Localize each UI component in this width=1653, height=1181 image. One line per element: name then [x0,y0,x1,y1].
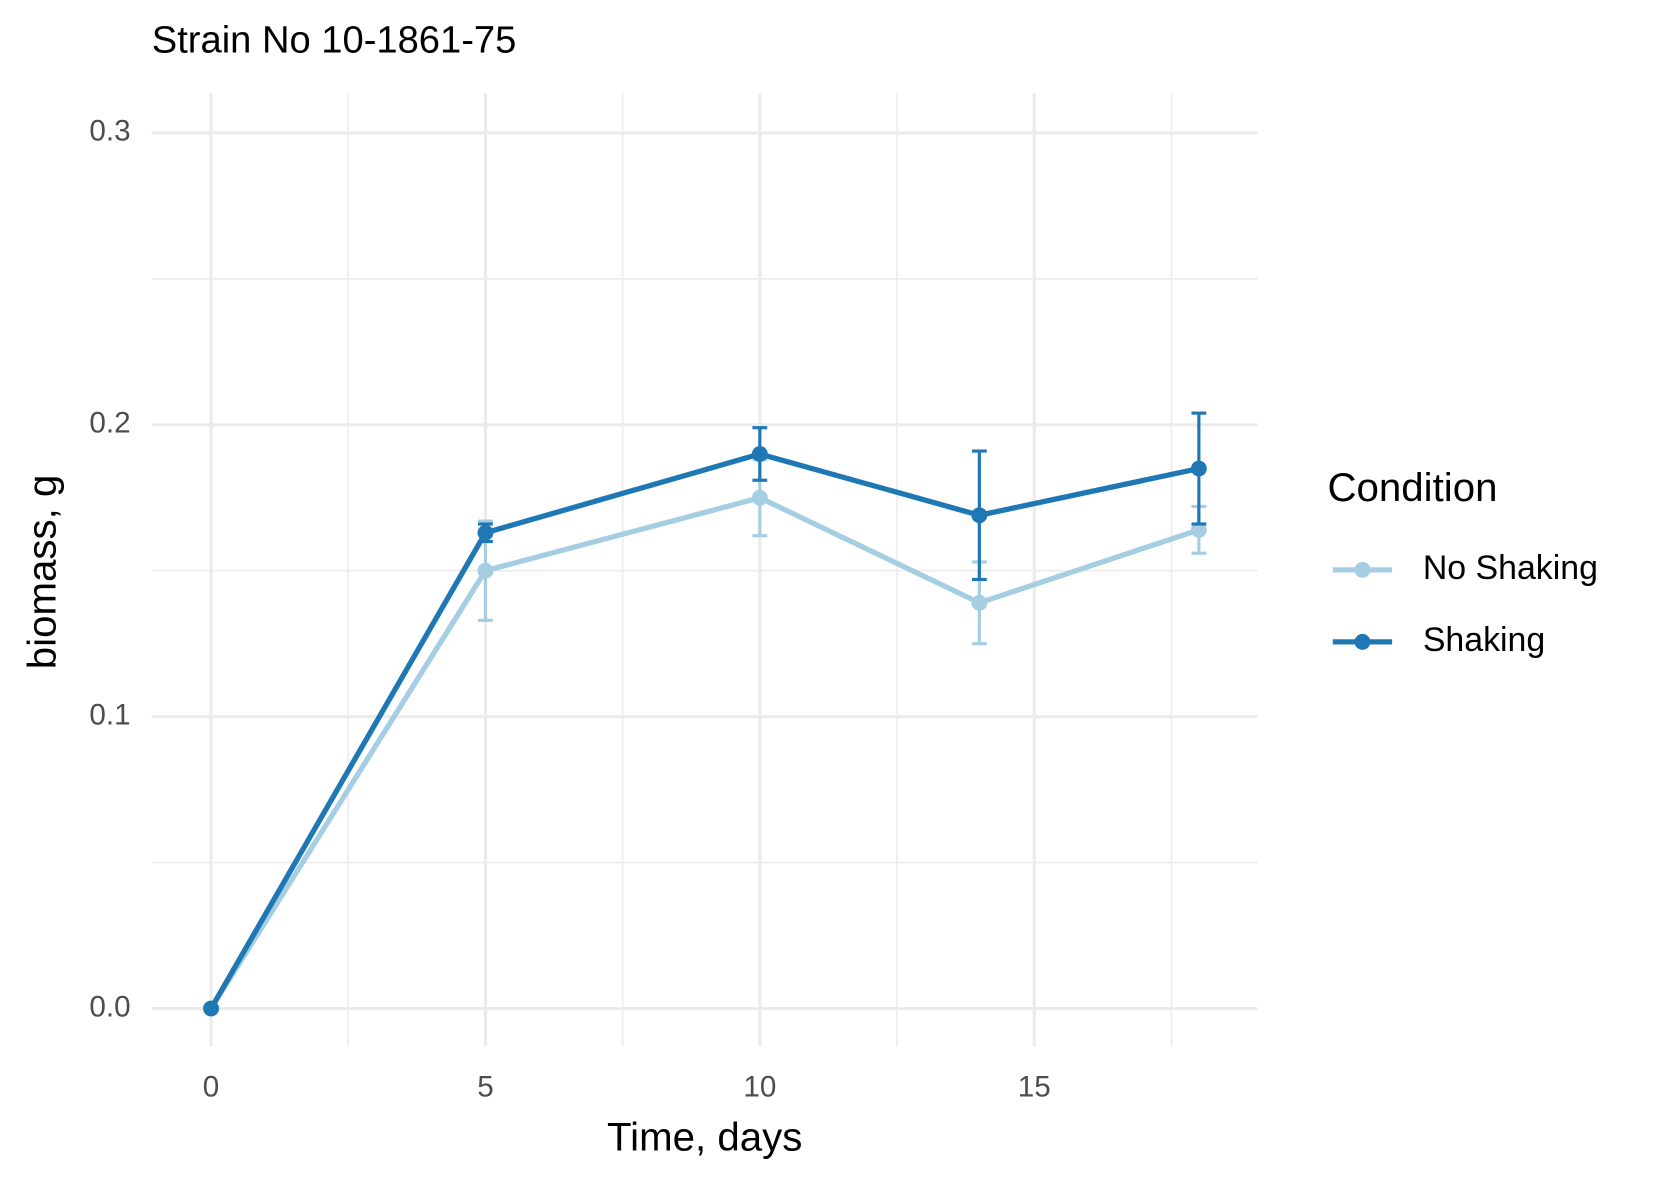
y-tick-label: 0.0 [89,990,130,1023]
series-line [208,451,1200,1010]
point [203,1000,220,1017]
x-tick-label: 0 [203,1071,219,1104]
y-axis-title: biomass, g [19,475,64,670]
x-axis-title: Time, days [607,1114,802,1159]
legend-title: Condition [1327,465,1497,510]
point [751,446,768,462]
x-tick-label: 5 [477,1071,494,1104]
legend-point [1354,633,1371,650]
chart-title: Strain No 10-1861-75 [152,18,517,61]
legend-point [1354,561,1371,578]
y-tick-label: 0.3 [89,115,130,148]
x-tick-label: 10 [743,1071,776,1104]
point [1190,460,1207,477]
point [477,562,494,579]
point [751,489,768,506]
point [477,524,494,541]
legend-label: No Shaking [1423,549,1598,587]
point [1190,521,1207,538]
x-tick-label: 15 [1018,1071,1051,1104]
y-tick-label: 0.2 [89,407,130,440]
y-tick-label: 0.1 [89,698,130,731]
legend-label: Shaking [1423,621,1545,659]
point [971,507,988,524]
point [971,594,988,611]
